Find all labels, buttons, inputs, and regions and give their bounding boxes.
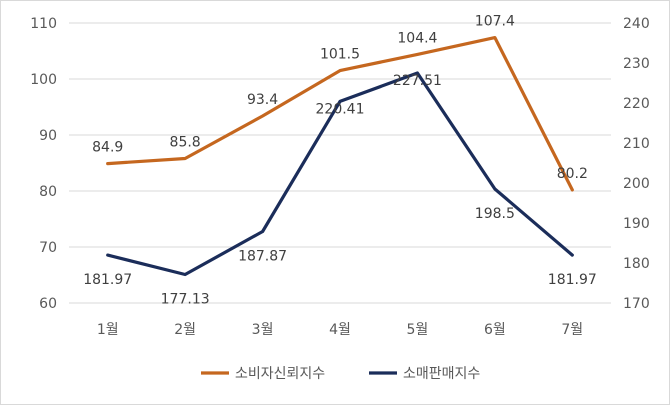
data-label: 101.5: [320, 47, 360, 63]
right-tick-label: 180: [623, 256, 650, 272]
x-axis: 1월 2월 3월 4월 5월 6월 7월: [97, 322, 583, 338]
data-label: 187.87: [238, 249, 287, 265]
x-tick-label: 1월: [97, 322, 119, 338]
x-tick-label: 4월: [329, 322, 351, 338]
right-y-axis: 170 180 190 200 210 220 230 240: [623, 16, 650, 312]
data-label: 181.97: [83, 272, 132, 288]
right-tick-label: 170: [623, 296, 650, 312]
x-tick-label: 7월: [561, 322, 583, 338]
data-label: 177.13: [161, 291, 210, 307]
data-label: 220.41: [316, 101, 365, 117]
x-tick-label: 2월: [174, 322, 196, 338]
left-tick-label: 80: [39, 184, 57, 200]
right-tick-label: 240: [623, 16, 650, 32]
legend: 소비자신뢰지수 소매판매지수: [201, 366, 480, 382]
data-label: 85.8: [170, 135, 201, 151]
x-tick-label: 5월: [407, 322, 429, 338]
data-labels: 84.9 85.8 93.4 101.5 104.4 107.4 80.2 181.97 177…: [83, 14, 597, 308]
gridlines: [69, 22, 611, 304]
right-tick-label: 220: [623, 96, 650, 112]
data-label: 181.97: [548, 272, 597, 288]
series-line-2: [106, 71, 574, 277]
data-label: 198.5: [475, 206, 515, 222]
x-tick-label: 3월: [252, 322, 274, 338]
right-tick-label: 200: [623, 176, 650, 192]
left-tick-label: 60: [39, 296, 57, 312]
data-label: 84.9: [92, 140, 123, 156]
left-y-axis: 60 70 80 90 100 110: [30, 16, 57, 312]
series-lines: [106, 35, 574, 277]
right-tick-label: 190: [623, 216, 650, 232]
data-label: 104.4: [397, 30, 437, 46]
left-tick-label: 110: [30, 16, 57, 32]
series-line-1: [106, 35, 574, 192]
data-label: 80.2: [557, 166, 588, 182]
x-tick-label: 6월: [484, 322, 506, 338]
right-tick-label: 230: [623, 56, 650, 72]
legend-label-1: 소비자신뢰지수: [235, 366, 325, 382]
data-label: 107.4: [475, 14, 515, 30]
right-tick-label: 210: [623, 136, 650, 152]
left-tick-label: 100: [30, 72, 57, 88]
data-label: 93.4: [247, 92, 278, 108]
data-label: 227.51: [393, 73, 442, 89]
left-tick-label: 70: [39, 240, 57, 256]
left-tick-label: 90: [39, 128, 57, 144]
legend-label-2: 소매판매지수: [403, 366, 480, 382]
